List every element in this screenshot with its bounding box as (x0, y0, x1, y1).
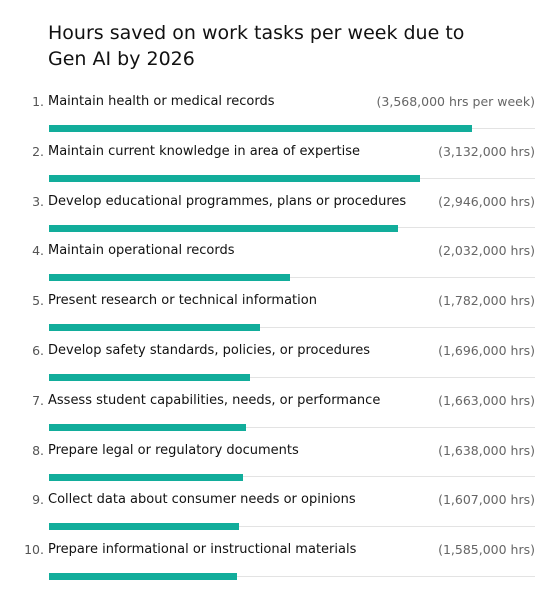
bar-category-label: Maintain health or medical records (48, 94, 275, 109)
bar (49, 324, 261, 332)
bar-rank: 9. (32, 492, 44, 508)
bar (49, 473, 244, 481)
bar-category-label: Develop educational programmes, plans or… (48, 193, 407, 209)
bar-value-label: (3,568,000 hrs per week) (372, 94, 535, 109)
bar-row: 3. Develop educational programmes, plans … (0, 180, 554, 232)
bar-row: 4. Maintain operational records (2,032,000… (0, 229, 554, 282)
bar-row: 6. Develop safety standards, policies, or… (0, 329, 554, 381)
bar-row: 7. Assess student capabilities, needs, or… (0, 379, 554, 431)
row-divider (49, 326, 535, 328)
row-divider (49, 277, 535, 279)
bar-row: 10. Prepare informational or instructiona… (0, 528, 554, 581)
bar-value-label: (1,663,000 hrs) (434, 392, 535, 408)
bar-category-label: Collect data about consumer needs or opi… (48, 492, 356, 508)
bar (49, 373, 251, 381)
bar-rank: 6. (32, 342, 44, 358)
bar (49, 224, 399, 232)
bar-rank: 5. (32, 293, 44, 309)
row-divider (49, 526, 535, 528)
bar-rank: 2. (32, 143, 44, 159)
bar-rank: 1. (32, 94, 44, 109)
bar-row: 5. Present research or technical informat… (0, 279, 554, 332)
bar (49, 174, 421, 182)
row-divider (49, 426, 535, 428)
bar-category-label: Prepare informational or instructional m… (48, 542, 357, 558)
row-divider (49, 376, 535, 378)
bar-rank: 10. (24, 542, 44, 558)
bar-category-label: Assess student capabilities, needs, or p… (48, 392, 381, 408)
bar (49, 274, 290, 282)
bar-category-label: Present research or technical informatio… (48, 293, 317, 309)
bar (49, 523, 240, 531)
bar-value-label: (2,946,000 hrs) (434, 193, 535, 209)
row-divider (49, 476, 535, 478)
bar-value-label: (1,638,000 hrs) (434, 442, 535, 458)
bar-value-label: (1,696,000 hrs) (434, 342, 535, 358)
bar-category-label: Maintain current knowledge in area of ex… (48, 143, 361, 159)
bar-rank: 7. (32, 392, 44, 408)
bar-row: 9. Collect data about consumer needs or o… (0, 478, 554, 531)
bar-row: 8. Prepare legal or regulatory documents (… (0, 429, 554, 481)
bar (49, 423, 247, 431)
bar-value-label: (1,782,000 hrs) (434, 293, 535, 309)
bar-value-label: (1,607,000 hrs) (434, 492, 535, 508)
bar-value-label: (2,032,000 hrs) (434, 243, 535, 259)
bar (49, 573, 237, 581)
bar-rank: 3. (32, 193, 44, 209)
bar-rank: 8. (32, 442, 44, 458)
bar-category-label: Maintain operational records (48, 243, 235, 259)
bar-category-label: Develop safety standards, policies, or p… (48, 342, 370, 358)
bar (49, 125, 472, 132)
row-divider (49, 575, 535, 577)
bar-category-label: Prepare legal or regulatory documents (48, 442, 299, 458)
chart-title: Hours saved on work tasks per week due t… (48, 22, 465, 70)
bar-list: 1. Maintain health or medical records (3,5… (0, 80, 554, 581)
bar-rank: 4. (32, 243, 44, 259)
bar-row: 1. Maintain health or medical records (3,5… (0, 80, 554, 132)
bar-value-label: (3,132,000 hrs) (434, 143, 535, 159)
bar-value-label: (1,585,000 hrs) (434, 542, 535, 558)
bar-row: 2. Maintain current knowledge in area of … (0, 130, 554, 182)
